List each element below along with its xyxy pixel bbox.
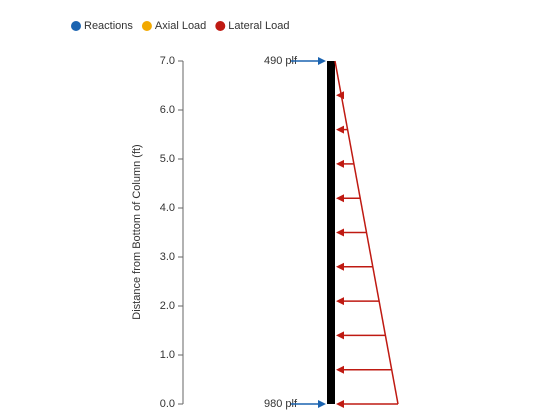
- legend-marker: [71, 21, 81, 31]
- column: [327, 61, 335, 404]
- y-tick-label: 4.0: [160, 202, 175, 214]
- legend-label: Axial Load: [155, 20, 206, 32]
- y-tick-label: 6.0: [160, 104, 175, 116]
- lateral-arrowhead: [336, 365, 344, 374]
- legend-label: Reactions: [84, 20, 133, 32]
- lateral-arrowhead: [336, 228, 344, 237]
- y-tick-label: 3.0: [160, 251, 175, 263]
- lateral-arrowhead: [336, 331, 344, 340]
- lateral-arrowhead: [336, 297, 344, 306]
- reaction-arrowhead: [318, 400, 326, 408]
- reaction-label: 980 plf: [264, 398, 298, 410]
- y-tick-label: 7.0: [160, 55, 175, 67]
- lateral-arrowhead: [336, 262, 344, 271]
- y-tick-label: 2.0: [160, 300, 175, 312]
- legend-marker: [215, 21, 226, 31]
- lateral-arrowhead: [336, 400, 344, 408]
- legend-marker: [141, 21, 152, 31]
- y-tick-label: 0.0: [160, 398, 175, 410]
- y-axis-label: Distance from Bottom of Column (ft): [131, 144, 143, 319]
- reaction-arrowhead: [318, 57, 326, 65]
- lateral-arrowhead: [336, 159, 344, 168]
- y-tick-label: 1.0: [160, 349, 175, 361]
- reaction-label: 490 plf: [264, 55, 298, 67]
- legend-label: Lateral Load: [228, 20, 289, 32]
- lateral-arrowhead: [336, 91, 344, 100]
- lateral-arrowhead: [336, 125, 344, 134]
- y-tick-label: 5.0: [160, 153, 175, 165]
- lateral-arrowhead: [336, 194, 344, 203]
